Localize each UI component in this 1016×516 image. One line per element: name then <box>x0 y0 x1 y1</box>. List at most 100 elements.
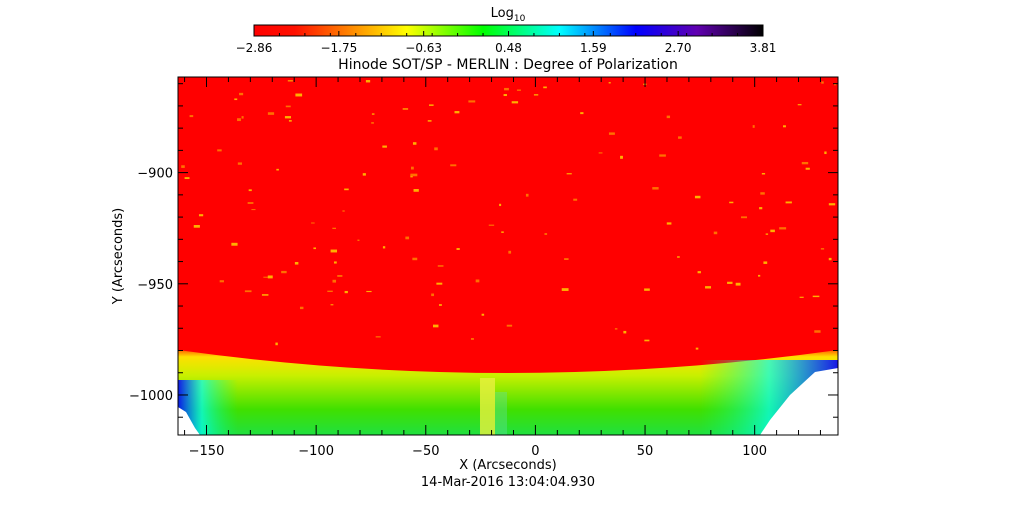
magnetic-feature <box>644 288 650 291</box>
magnetic-feature <box>713 231 718 235</box>
magnetic-feature <box>234 98 238 101</box>
x-tick-label: 50 <box>637 444 654 459</box>
magnetic-feature <box>470 338 474 340</box>
magnetic-feature <box>267 275 273 279</box>
magnetic-feature <box>412 257 418 261</box>
magnetic-feature <box>450 164 457 167</box>
magnetic-feature <box>608 82 611 84</box>
magnetic-feature <box>311 222 315 224</box>
off-limb-right <box>760 368 838 435</box>
magnetic-feature <box>219 280 224 283</box>
magnetic-feature <box>506 324 513 327</box>
x-tick-label: −100 <box>298 444 334 459</box>
magnetic-feature <box>261 294 269 296</box>
magnetic-feature <box>797 104 802 106</box>
timestamp: 14-Mar-2016 13:04:04.930 <box>421 475 595 490</box>
magnetic-feature <box>365 80 371 83</box>
magnetic-feature <box>332 227 336 230</box>
magnetic-feature <box>251 209 256 211</box>
colorbar-tick-label: 3.81 <box>750 41 777 55</box>
magnetic-feature <box>727 281 733 284</box>
y-tick-label: −1000 <box>129 389 173 404</box>
magnetic-feature <box>820 248 825 250</box>
magnetic-feature <box>193 225 200 228</box>
magnetic-feature <box>405 236 410 240</box>
magnetic-feature <box>821 81 824 84</box>
magnetic-feature <box>834 83 837 86</box>
magnetic-feature <box>644 339 650 342</box>
magnetic-feature <box>544 233 548 235</box>
magnetic-feature <box>357 239 360 242</box>
x-axis-label: X (Arcseconds) <box>459 458 556 473</box>
magnetic-feature <box>757 274 761 277</box>
colorbar-tick-label: 2.70 <box>665 41 692 55</box>
magnetic-feature <box>284 116 292 119</box>
colorbar-tick-label: −1.75 <box>320 41 357 55</box>
magnetic-feature <box>694 195 701 199</box>
y-tick-label: −950 <box>137 278 173 293</box>
magnetic-feature <box>828 203 836 206</box>
magnetic-feature <box>828 257 832 261</box>
magnetic-feature <box>741 216 747 219</box>
magnetic-feature <box>805 167 810 170</box>
magnetic-feature <box>288 120 292 122</box>
magnetic-feature <box>330 304 334 306</box>
magnetic-feature <box>652 187 659 190</box>
magnetic-feature <box>410 173 418 177</box>
magnetic-feature <box>564 258 569 260</box>
polarization-image <box>178 77 838 435</box>
magnetic-feature <box>678 136 682 139</box>
magnetic-feature <box>371 122 374 124</box>
magnetic-feature <box>431 293 435 297</box>
magnetic-feature <box>525 193 529 197</box>
magnetic-feature <box>503 94 507 97</box>
magnetic-feature <box>313 247 317 250</box>
magnetic-feature <box>760 192 765 195</box>
magnetic-feature <box>666 222 672 225</box>
magnetic-feature <box>285 105 291 108</box>
colorbar-tick-label: 1.59 <box>580 41 607 55</box>
magnetic-feature <box>267 112 275 115</box>
magnetic-feature <box>362 173 366 176</box>
x-tick-label: 0 <box>531 444 539 459</box>
magnetic-feature <box>237 162 242 165</box>
magnetic-feature <box>410 166 414 170</box>
magnetic-feature <box>623 330 627 334</box>
magnetic-feature <box>217 149 222 152</box>
magnetic-feature <box>198 214 204 217</box>
magnetic-feature <box>275 342 278 346</box>
magnetic-feature <box>366 290 372 293</box>
magnetic-feature <box>508 250 512 254</box>
magnetic-feature <box>276 168 279 171</box>
magnetic-feature <box>620 155 623 159</box>
magnetic-feature <box>434 147 438 151</box>
plot-frame <box>177 76 839 436</box>
magnetic-feature <box>677 256 680 258</box>
magnetic-feature <box>543 86 547 89</box>
magnetic-feature <box>812 295 820 298</box>
limb-region <box>178 350 838 435</box>
x-tick-label: −150 <box>189 444 225 459</box>
y-tick-label: −900 <box>137 167 173 182</box>
magnetic-feature <box>333 261 337 264</box>
colorbar-tick-label: 0.48 <box>495 41 522 55</box>
magnetic-feature <box>573 198 578 201</box>
magnetic-feature <box>785 201 792 204</box>
magnetic-feature <box>783 125 786 128</box>
magnetic-feature <box>294 261 299 265</box>
magnetic-feature <box>516 89 521 91</box>
magnetic-feature <box>608 132 615 135</box>
magnetic-feature <box>427 120 432 122</box>
magnetic-feature <box>247 202 254 204</box>
magnetic-feature <box>533 94 539 96</box>
magnetic-feature <box>344 188 349 191</box>
magnetic-feature <box>337 275 343 277</box>
magnetic-feature <box>375 336 381 338</box>
magnetic-feature <box>511 101 519 104</box>
magnetic-feature <box>244 290 252 293</box>
x-tick-label: −50 <box>412 444 439 459</box>
magnetic-feature <box>705 286 712 289</box>
magnetic-feature <box>814 330 821 333</box>
